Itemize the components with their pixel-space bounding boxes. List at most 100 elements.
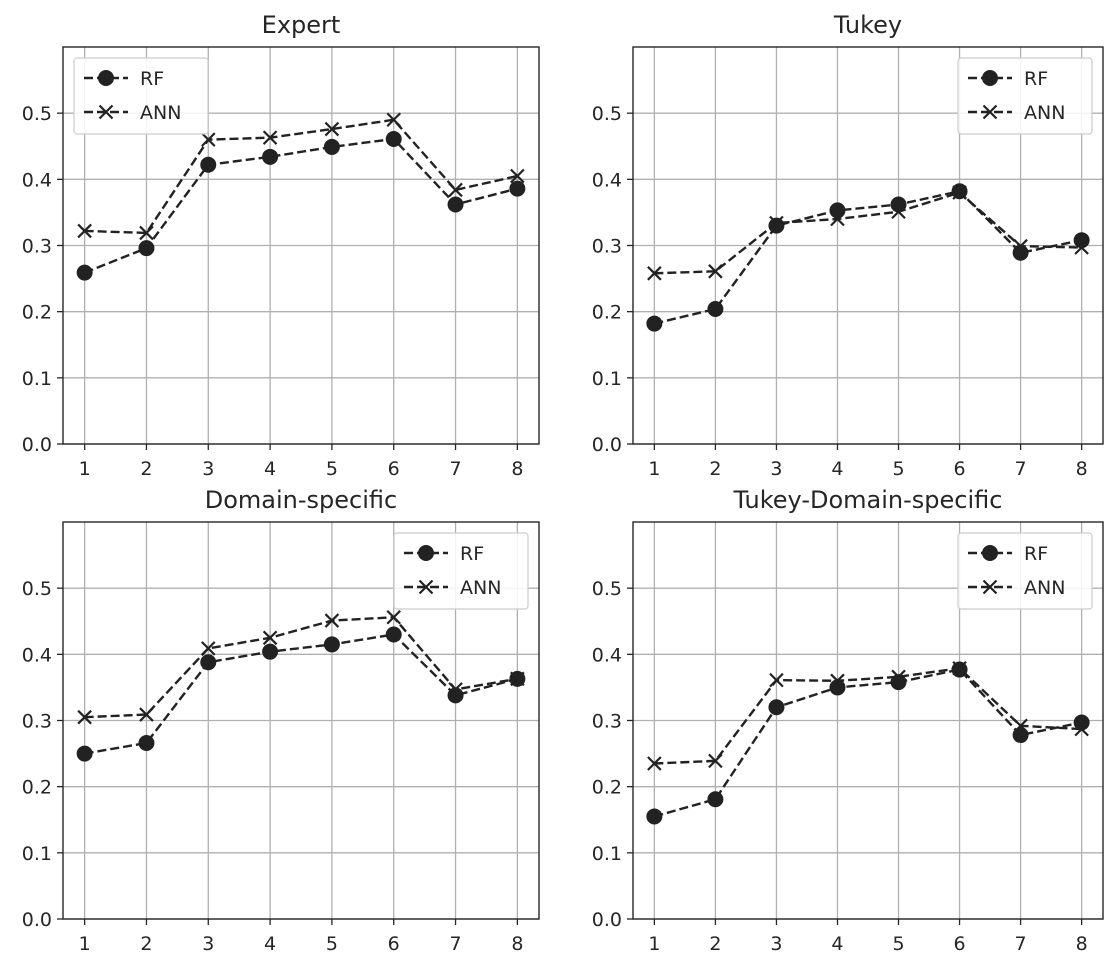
x-tick-label: 1 <box>648 458 660 480</box>
x-tick-label: 4 <box>831 458 843 480</box>
x-marker-stroke <box>139 707 154 722</box>
x-tick-label: 7 <box>449 933 461 954</box>
data-point-ann <box>262 130 278 145</box>
data-point-rf <box>1073 232 1090 249</box>
y-tick-label: 0.5 <box>592 578 622 600</box>
x-marker-stroke <box>262 630 278 646</box>
x-marker-stroke <box>708 264 723 279</box>
data-point-rf <box>323 636 340 653</box>
data-point-rf <box>76 264 93 281</box>
y-tick-label: 0.0 <box>592 434 622 456</box>
y-tick-label: 0.0 <box>22 909 52 931</box>
data-point-ann <box>324 121 340 137</box>
data-point-rf <box>646 808 663 825</box>
chart-title: Tukey-Domain-specific <box>733 486 1003 514</box>
x-tick-label: 3 <box>202 458 214 480</box>
x-tick-label: 6 <box>388 933 400 954</box>
x-marker-stroke <box>1013 718 1028 734</box>
data-point-ann <box>708 753 723 769</box>
series-rf <box>646 183 1090 332</box>
x-marker-stroke <box>139 225 154 241</box>
legend-entry-rf: RF <box>968 68 1048 90</box>
legend-marker <box>982 579 998 595</box>
data-point-ann <box>647 266 662 281</box>
x-marker-stroke <box>647 756 662 771</box>
data-point-ann <box>200 641 216 656</box>
x-marker-stroke <box>830 211 845 227</box>
data-point-ann <box>324 613 340 628</box>
data-point-ann <box>510 168 525 184</box>
data-point-ann <box>448 182 463 198</box>
x-tick-label: 8 <box>1076 458 1088 480</box>
y-tick-label: 0.2 <box>22 777 52 799</box>
data-point-rf <box>200 654 217 671</box>
x-tick-label: 3 <box>770 933 782 954</box>
y-tick-label: 0.3 <box>592 236 622 258</box>
x-tick-label: 1 <box>648 933 660 954</box>
legend-entry-rf: RF <box>84 68 164 90</box>
x-tick-label: 6 <box>388 458 400 480</box>
x-marker-stroke <box>386 112 402 128</box>
data-point-rf <box>385 626 402 643</box>
series-line-ann <box>84 616 518 719</box>
legend-marker <box>418 579 434 595</box>
data-point-rf <box>262 148 279 165</box>
series-ann <box>647 660 1089 771</box>
data-point-rf <box>138 240 155 257</box>
x-marker-stroke <box>891 204 906 220</box>
data-point-ann <box>708 264 723 279</box>
x-marker-stroke <box>324 121 340 137</box>
series-line-rf <box>84 633 518 755</box>
data-point-rf <box>890 674 907 691</box>
x-marker-stroke <box>77 709 92 725</box>
x-marker-stroke <box>510 671 525 687</box>
series-line-ann <box>654 666 1082 765</box>
x-tick-label: 7 <box>449 458 461 480</box>
x-marker-stroke <box>952 185 967 200</box>
legend-entry-ann: ANN <box>84 102 181 124</box>
data-point-ann <box>891 669 906 685</box>
legend-label: ANN <box>1024 102 1065 124</box>
series-line-rf <box>654 189 1082 325</box>
x-marker-stroke <box>262 130 278 145</box>
legend-marker <box>98 104 114 120</box>
x-marker-stroke <box>1013 238 1028 254</box>
y-tick-label: 0.5 <box>22 578 52 600</box>
data-point-ann <box>830 673 845 689</box>
x-marker-stroke <box>77 223 92 239</box>
y-tick-label: 0.4 <box>592 169 622 191</box>
x-tick-label: 4 <box>831 933 843 954</box>
chart-title: Expert <box>262 11 341 39</box>
series-ann <box>77 112 525 241</box>
series-rf <box>646 661 1090 825</box>
data-point-ann <box>1013 718 1028 734</box>
y-tick-label: 0.1 <box>592 368 622 390</box>
y-tick-label: 0.5 <box>592 103 622 125</box>
series-line-ann <box>654 191 1082 275</box>
y-tick-label: 0.4 <box>22 169 52 191</box>
series-ann <box>647 185 1089 281</box>
chart-panel-2: Tukey 0.0 0.1 0.2 0.3 0.4 0.5 1 2 3 4 5 6 7 8 RF ANN <box>592 11 1104 480</box>
x-marker-stroke <box>891 669 906 685</box>
y-tick-label: 0.3 <box>22 236 52 258</box>
x-tick-label: 3 <box>202 933 214 954</box>
data-point-ann <box>386 112 402 128</box>
legend-label: RF <box>1024 543 1048 565</box>
x-tick-label: 8 <box>511 933 523 954</box>
legend-entry-ann: ANN <box>968 102 1065 124</box>
x-marker-stroke <box>510 168 525 184</box>
series-line-rf <box>84 137 518 274</box>
x-tick-label: 5 <box>326 458 338 480</box>
x-tick-label: 1 <box>79 933 91 954</box>
x-tick-label: 2 <box>140 933 152 954</box>
data-point-ann <box>647 756 662 771</box>
data-point-ann <box>77 709 92 725</box>
x-marker-stroke <box>769 215 784 231</box>
x-tick-label: 8 <box>1076 933 1088 954</box>
data-point-rf <box>1012 727 1029 744</box>
legend-entry-ann: ANN <box>404 577 501 599</box>
x-marker-stroke <box>708 753 723 769</box>
data-point-ann <box>952 660 967 676</box>
x-tick-label: 4 <box>264 458 276 480</box>
